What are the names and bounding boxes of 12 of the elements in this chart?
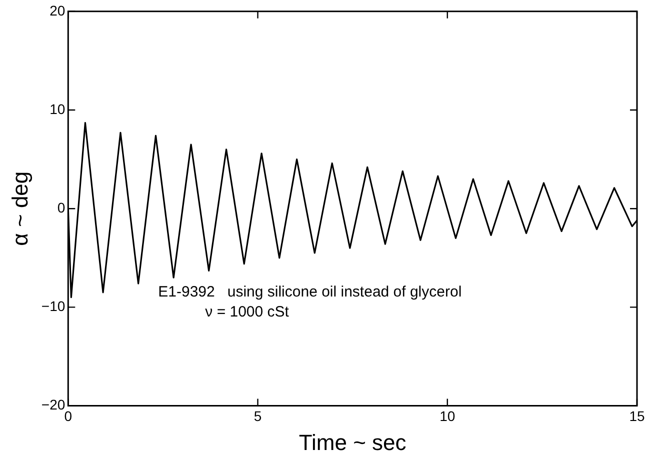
annotation: ν = 1000 cSt xyxy=(205,303,290,320)
y-axis-title: α ~ deg xyxy=(7,171,32,246)
x-tick-label: 5 xyxy=(254,408,262,424)
y-tick-label: 10 xyxy=(50,100,66,117)
y-tick-label: −10 xyxy=(41,298,66,314)
x-tick-label: 15 xyxy=(629,408,645,424)
y-tick-label: 0 xyxy=(57,199,66,216)
y-tick-label: 20 xyxy=(50,2,66,18)
x-tick-label: 10 xyxy=(440,408,456,424)
y-tick-label: −20 xyxy=(41,396,66,413)
annotation: E1-9392 using silicone oil instead of glycerol xyxy=(158,283,462,300)
x-axis-title: Time ~ sec xyxy=(298,430,406,455)
